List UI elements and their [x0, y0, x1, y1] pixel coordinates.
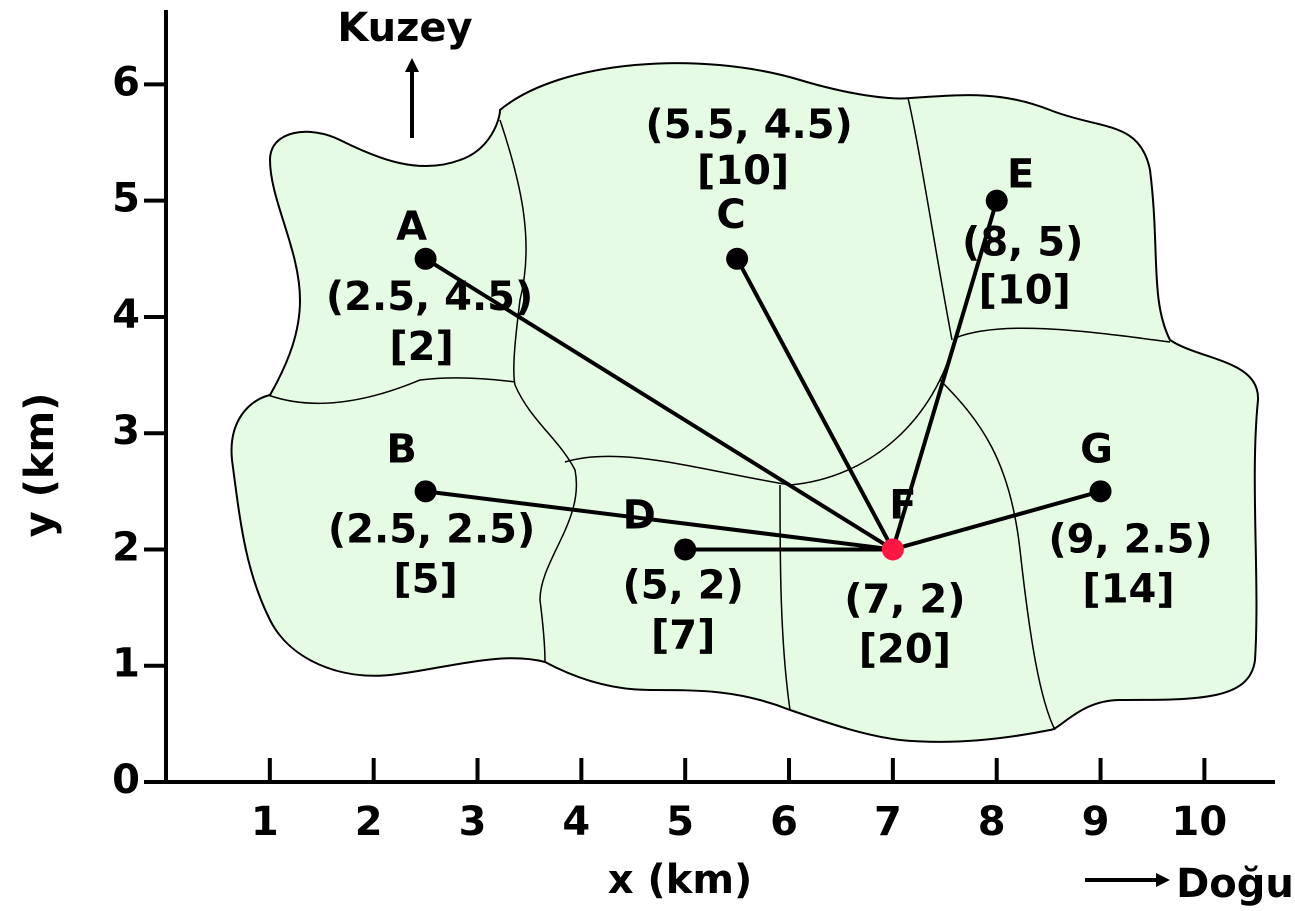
weight-label: [2] — [389, 324, 453, 370]
x-tick-label: 1 — [251, 799, 279, 845]
x-tick-label: 7 — [874, 799, 902, 845]
x-tick-label: 6 — [770, 799, 798, 845]
point — [414, 247, 437, 270]
y-tick-label: 0 — [112, 757, 140, 803]
point-name: B — [386, 426, 417, 472]
x-tick-label: 2 — [355, 799, 383, 845]
y-tick-label: 4 — [112, 292, 140, 338]
coord-label: (7, 2) — [844, 576, 965, 622]
weight-label: [7] — [651, 612, 715, 658]
border — [514, 384, 578, 663]
border — [267, 377, 516, 405]
point — [881, 538, 904, 561]
y-tick-label: 3 — [112, 408, 140, 454]
weight-label: [20] — [859, 626, 951, 672]
connection — [892, 489, 1102, 552]
x-axis-label: x (km) — [608, 857, 753, 903]
point-name: D — [623, 492, 656, 538]
y-tick-label: 1 — [112, 641, 140, 687]
x-tick-label: 4 — [562, 799, 590, 845]
point-name: G — [1080, 426, 1113, 472]
weight-label: [10] — [979, 268, 1071, 314]
north-label: Kuzey — [337, 5, 472, 51]
connection — [735, 257, 895, 551]
x-tick-label: 9 — [1082, 799, 1110, 845]
east-arrowhead — [1156, 873, 1170, 887]
point — [1089, 480, 1112, 503]
connection — [424, 257, 894, 552]
point — [414, 480, 437, 503]
coord-label: (5, 2) — [623, 562, 744, 608]
connection — [890, 200, 999, 551]
y-axis-label: y (km) — [17, 393, 63, 538]
east-label: Doğu — [1176, 861, 1294, 907]
connection — [425, 489, 894, 552]
weight-label: [10] — [697, 148, 789, 194]
x-tick-label: 5 — [666, 799, 694, 845]
weight-label: [14] — [1082, 566, 1174, 612]
border — [939, 379, 1056, 731]
border — [907, 97, 953, 341]
border — [499, 119, 527, 386]
coord-label: (8, 5) — [962, 220, 1083, 266]
point-name: A — [396, 204, 427, 250]
coord-label: (2.5, 4.5) — [326, 274, 533, 320]
coord-label: (5.5, 4.5) — [645, 102, 852, 148]
point — [674, 538, 697, 561]
y-tick-label: 5 — [112, 176, 140, 222]
x-tick-label: 3 — [459, 799, 487, 845]
coord-label: (9, 2.5) — [1048, 516, 1212, 562]
point-name: C — [716, 192, 745, 238]
x-tick-label: 10 — [1172, 799, 1228, 845]
point — [726, 247, 749, 270]
point-name: E — [1007, 152, 1034, 198]
border — [779, 484, 791, 711]
y-tick-label: 2 — [112, 524, 140, 570]
border — [954, 327, 1171, 343]
point — [985, 189, 1008, 212]
region-outline — [230, 62, 1260, 743]
x-tick-label: 8 — [978, 799, 1006, 845]
north-arrowhead — [405, 58, 419, 72]
point-name: F — [889, 482, 916, 528]
weight-label: [5] — [393, 556, 457, 602]
coord-label: (2.5, 2.5) — [328, 506, 535, 552]
y-tick-label: 6 — [112, 59, 140, 105]
